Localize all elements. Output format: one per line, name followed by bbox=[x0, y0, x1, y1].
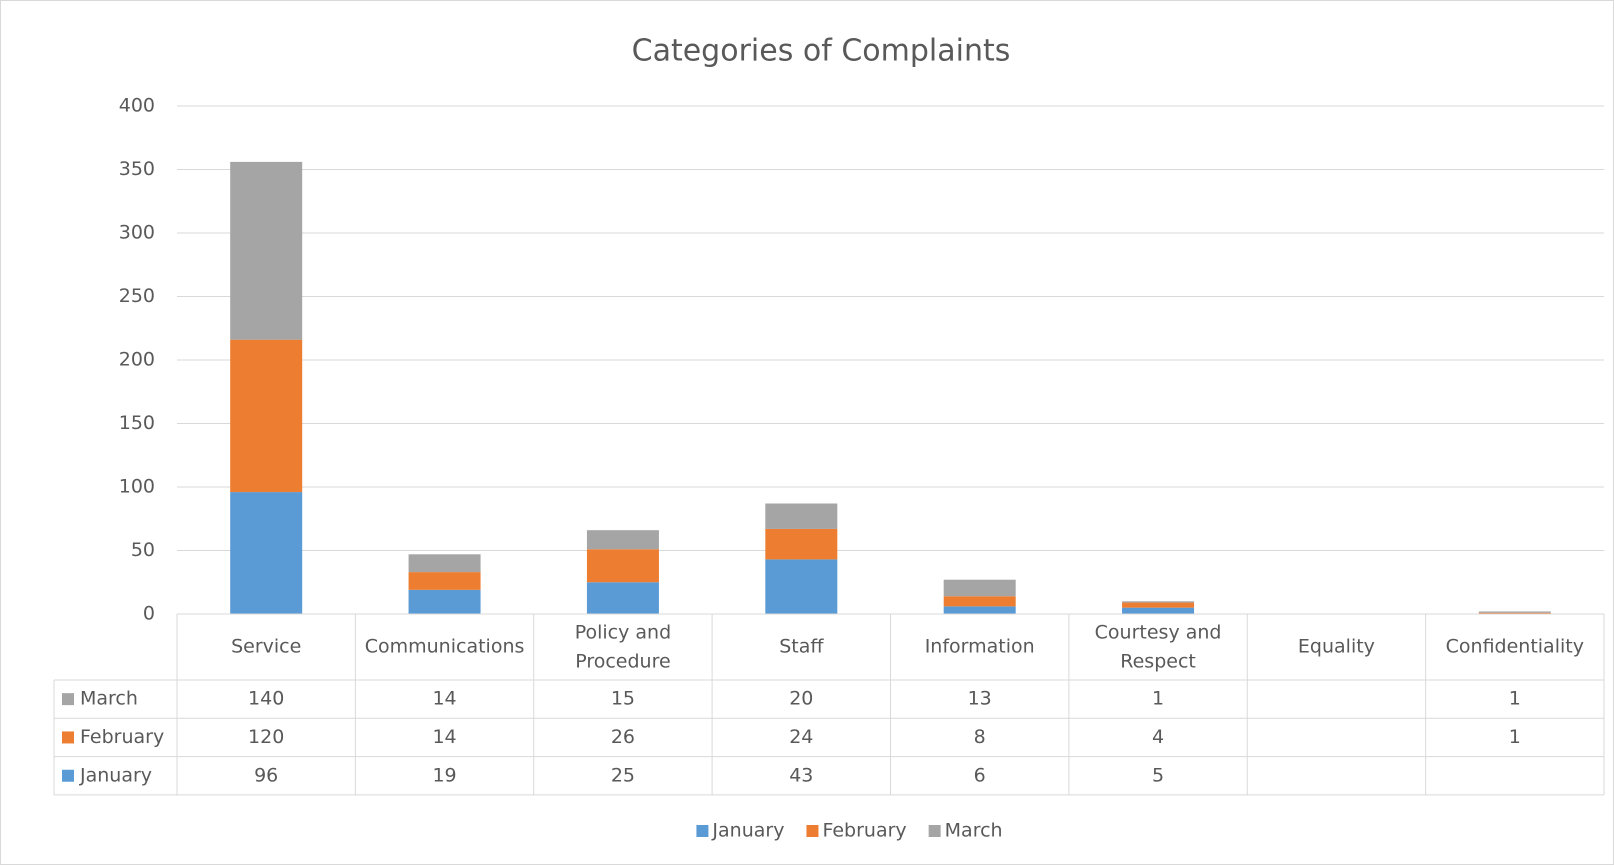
y-tick-label: 200 bbox=[119, 349, 155, 371]
bar-segment bbox=[230, 492, 303, 614]
y-tick-label: 50 bbox=[131, 539, 155, 561]
table-cell: 1 bbox=[1509, 726, 1521, 748]
table-cell: 5 bbox=[1152, 764, 1164, 786]
y-tick-label: 0 bbox=[143, 603, 155, 625]
bar-segment bbox=[586, 549, 659, 583]
table-row-label: February bbox=[80, 726, 164, 748]
x-tick-label: Communications bbox=[365, 636, 525, 658]
table-cell: 8 bbox=[974, 726, 986, 748]
table-legend-key bbox=[62, 693, 74, 706]
table-cell: 14 bbox=[432, 726, 456, 748]
bar-segment bbox=[230, 339, 303, 493]
bar-segment bbox=[943, 579, 1016, 597]
y-tick-label: 150 bbox=[119, 412, 155, 434]
table-cell: 14 bbox=[432, 688, 456, 710]
legend-key bbox=[696, 825, 709, 837]
bar-segment bbox=[765, 559, 838, 614]
bar-segment bbox=[408, 572, 481, 590]
table-row-label: March bbox=[80, 688, 138, 710]
bar-segment bbox=[408, 554, 481, 573]
bar-segment bbox=[1122, 602, 1195, 608]
table-legend-key bbox=[62, 769, 74, 782]
table-cell: 24 bbox=[789, 726, 813, 748]
bar-segment bbox=[765, 528, 838, 560]
x-tick-label: Service bbox=[231, 636, 301, 658]
y-tick-label: 250 bbox=[119, 285, 155, 307]
table-cell: 96 bbox=[254, 764, 278, 786]
legend-key bbox=[928, 825, 941, 837]
table-cell: 25 bbox=[611, 764, 635, 786]
bar-segment bbox=[1122, 607, 1195, 614]
bar-segment bbox=[586, 530, 659, 550]
bar-segment bbox=[408, 589, 481, 614]
table-row-label: January bbox=[79, 764, 152, 786]
table-cell: 26 bbox=[611, 726, 635, 748]
bar-segment bbox=[1478, 612, 1551, 614]
y-tick-label: 100 bbox=[119, 476, 155, 498]
bar-segment bbox=[586, 582, 659, 614]
y-tick-label: 300 bbox=[119, 222, 155, 244]
table-cell: 120 bbox=[248, 726, 284, 748]
bar-segment bbox=[1122, 601, 1195, 603]
y-tick-label: 400 bbox=[119, 95, 155, 117]
y-tick-label: 350 bbox=[119, 158, 155, 180]
table-cell: 1 bbox=[1509, 688, 1521, 710]
x-tick-label: Courtesy and Respect bbox=[1095, 621, 1222, 672]
bar-segment bbox=[230, 161, 303, 340]
legend-key bbox=[806, 825, 819, 837]
table-cell: 20 bbox=[789, 688, 813, 710]
table-cell: 43 bbox=[789, 764, 813, 786]
table-cell: 140 bbox=[248, 688, 284, 710]
x-tick-label: Equality bbox=[1298, 636, 1375, 658]
table-cell: 6 bbox=[974, 764, 986, 786]
bar-segment bbox=[1478, 611, 1551, 613]
table-cell: 13 bbox=[968, 688, 992, 710]
table-legend-key bbox=[62, 731, 74, 744]
x-tick-label: Confidentiality bbox=[1446, 636, 1584, 658]
bar-segment bbox=[943, 596, 1016, 607]
table-cell: 4 bbox=[1152, 726, 1164, 748]
x-tick-label: Staff bbox=[779, 636, 824, 658]
legend-label: February bbox=[822, 820, 906, 842]
x-tick-label: Information bbox=[925, 636, 1035, 658]
x-tick-label: Policy and Procedure bbox=[575, 621, 671, 672]
table-cell: 19 bbox=[432, 764, 456, 786]
table-cell: 15 bbox=[611, 688, 635, 710]
legend-label: January bbox=[711, 820, 784, 842]
table-cell: 1 bbox=[1152, 688, 1164, 710]
bar-segment bbox=[765, 503, 838, 529]
bar-segment bbox=[943, 606, 1016, 614]
legend-label: March bbox=[945, 820, 1003, 842]
chart-title: Categories of Complaints bbox=[632, 34, 1011, 69]
